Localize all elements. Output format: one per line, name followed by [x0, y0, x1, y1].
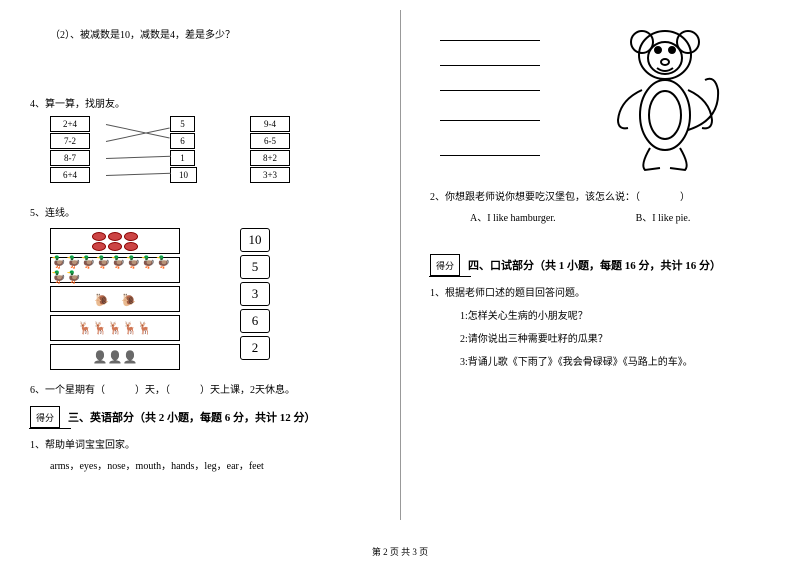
match-mid-0: 5: [170, 116, 195, 132]
sub1: 1:怎样关心生病的小朋友呢？: [460, 307, 770, 322]
num-box-0: 10: [240, 228, 270, 252]
num-box-1: 5: [240, 255, 270, 279]
match-right-0: 9-4: [250, 116, 290, 132]
matching-exercise: 2+4 7-2 8-7 6+4 5 6 1 10 9-4 6-5 8+2 3+3: [50, 116, 370, 196]
monkey-diagram: [480, 20, 770, 180]
sub3: 3:背诵儿歌《下雨了》《我会骨碌碌》《马路上的车》。: [460, 353, 770, 368]
img-box-0: [50, 228, 180, 254]
words-list: arms，eyes，nose，mouth，hands，leg，ear，feet: [30, 457, 370, 472]
q4-title: 4、算一算，找朋友。: [30, 95, 370, 110]
match-left-3: 6+4: [50, 167, 90, 183]
match-right-3: 3+3: [250, 167, 290, 183]
opt-b: B、I like pie.: [636, 209, 691, 224]
match-mid-1: 6: [170, 133, 195, 149]
score-box-r: 得分: [430, 254, 460, 276]
score-box: 得分: [30, 406, 60, 428]
section4-title: 四、口试部分（共 1 小题，每题 16 分，共计 16 分）: [468, 257, 721, 273]
num-box-2: 3: [240, 282, 270, 306]
match-left-1: 7-2: [50, 133, 90, 149]
opt-a: A、I like hamburger.: [470, 209, 556, 224]
match-left-0: 2+4: [50, 116, 90, 132]
match-mid-3: 10: [170, 167, 197, 183]
q5-title: 5、连线。: [30, 204, 370, 219]
r-q2: 2、你想跟老师说你想要吃汉堡包，该怎么说：（ ）: [430, 188, 770, 203]
match-mid-2: 1: [170, 150, 195, 166]
page-footer: 第 2 页 共 3 页: [0, 540, 800, 558]
match-right-1: 6-5: [250, 133, 290, 149]
q6-text: 6、一个星期有（ ）天，（ ）天上课，2天休息。: [30, 381, 370, 396]
q3-1: 1、帮助单词宝宝回家。: [30, 436, 370, 451]
num-box-3: 6: [240, 309, 270, 333]
img-box-1: 🦆🦆🦆🦆🦆🦆🦆🦆🦆🦆: [50, 257, 180, 283]
img-box-3: 🦌🦌🦌🦌🦌: [50, 315, 180, 341]
img-box-2: 🐌 🐌: [50, 286, 180, 312]
match-right-2: 8+2: [250, 150, 290, 166]
img-box-4: 👤👤👤: [50, 344, 180, 370]
r-q4-1: 1、根据老师口述的题目回答问题。: [430, 284, 770, 299]
monkey-icon: [590, 20, 730, 175]
q2-sub: （2）、被减数是10，减数是4，差是多少？: [30, 26, 370, 41]
section3-title: 三、英语部分（共 2 小题，每题 6 分，共计 12 分）: [68, 409, 316, 425]
connect-exercise: 🦆🦆🦆🦆🦆🦆🦆🦆🦆🦆 🐌 🐌 🦌🦌🦌🦌🦌 👤👤👤 10 5 3 6: [50, 225, 370, 373]
sub2: 2:请你说出三种需要吐籽的瓜果？: [460, 330, 770, 345]
column-divider: [400, 10, 401, 520]
match-left-2: 8-7: [50, 150, 90, 166]
num-box-4: 2: [240, 336, 270, 360]
